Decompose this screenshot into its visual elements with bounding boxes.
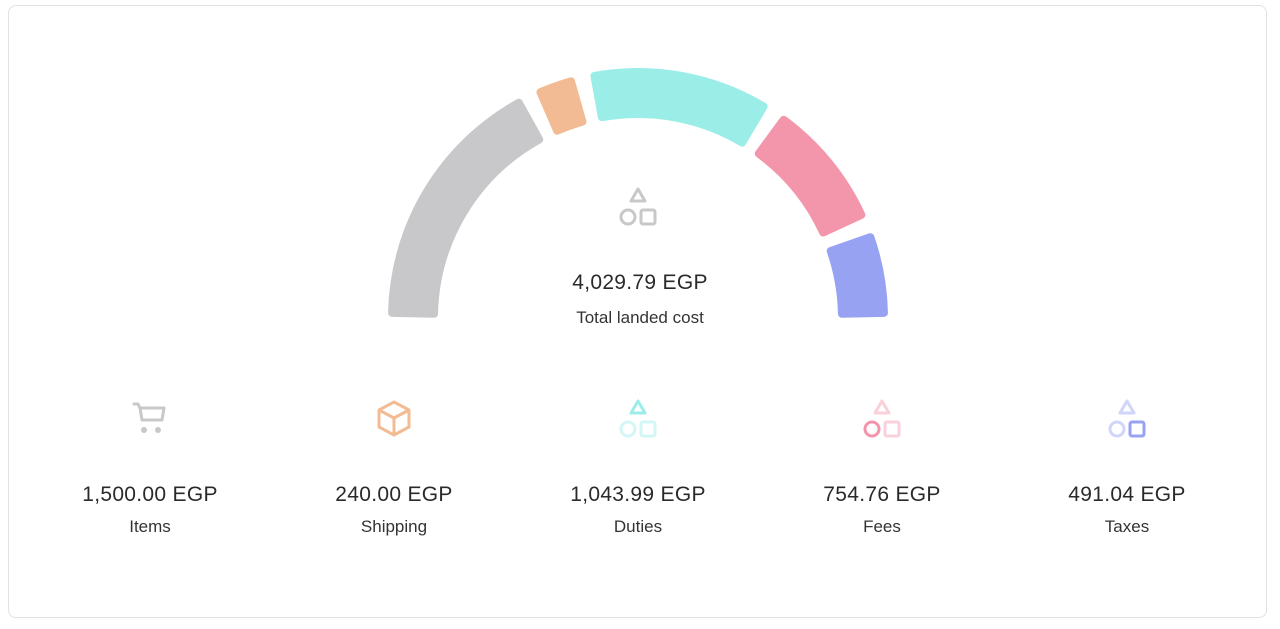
legend-item-duties: 1,043.99 EGP Duties: [518, 398, 758, 537]
legend-value: 240.00 EGP: [335, 483, 453, 506]
cart-icon: [30, 398, 270, 438]
legend-label: Taxes: [1104, 517, 1150, 536]
box-icon: [274, 398, 514, 438]
legend-value: 491.04 EGP: [1068, 483, 1186, 506]
shapes-icon: [518, 398, 758, 438]
legend-label: Fees: [863, 517, 901, 536]
legend-label: Duties: [613, 517, 663, 536]
legend-item-items: 1,500.00 EGP Items: [30, 398, 270, 537]
shapes-icon: [1007, 398, 1247, 438]
shapes-icon: [619, 187, 657, 226]
legend-item-fees: 754.76 EGP Fees: [762, 398, 1002, 537]
gauge-segment-shipping: [536, 77, 587, 135]
gauge-segment-fees: [754, 115, 866, 237]
shapes-icon: [762, 398, 1002, 438]
legend-value: 1,043.99 EGP: [570, 483, 706, 506]
legend-value: 1,500.00 EGP: [82, 483, 218, 506]
legend-label: Shipping: [360, 517, 428, 536]
legend-value: 754.76 EGP: [823, 483, 941, 506]
gauge-segment-duties: [590, 68, 768, 147]
gauge-segment-taxes: [826, 233, 888, 318]
gauge-segment-items: [388, 98, 544, 318]
total-value: 4,029.79 EGP: [572, 271, 708, 294]
total-label: Total landed cost: [576, 308, 704, 327]
legend-item-taxes: 491.04 EGP Taxes: [1007, 398, 1247, 537]
landed-cost-card: [8, 5, 1267, 618]
legend-item-shipping: 240.00 EGP Shipping: [274, 398, 514, 537]
legend-label: Items: [129, 517, 171, 536]
